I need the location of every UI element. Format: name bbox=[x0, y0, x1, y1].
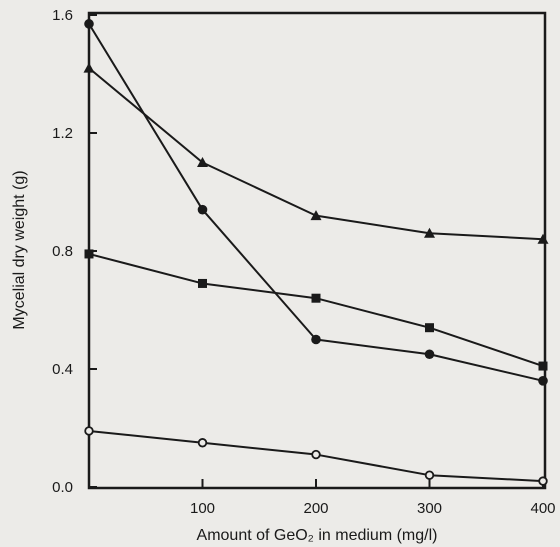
data-point bbox=[310, 210, 322, 221]
series-square bbox=[84, 249, 548, 371]
data-point bbox=[538, 361, 548, 371]
data-point bbox=[537, 233, 549, 244]
y-tick-label: 0.8 bbox=[52, 243, 73, 260]
x-tick-label: 300 bbox=[417, 500, 442, 517]
y-tick-label: 0.4 bbox=[52, 361, 73, 378]
y-tick-label: 1.2 bbox=[52, 125, 73, 142]
data-point bbox=[84, 249, 94, 259]
data-point bbox=[538, 476, 548, 486]
data-point bbox=[538, 376, 548, 386]
data-point bbox=[84, 426, 94, 436]
series-circle-open bbox=[84, 426, 548, 486]
data-point bbox=[424, 349, 435, 360]
x-tick-label: 200 bbox=[303, 500, 328, 517]
series-triangle bbox=[83, 62, 549, 244]
series-line bbox=[88, 23, 544, 382]
data-point bbox=[311, 449, 321, 460]
y-axis-label: Mycelial dry weight (g) bbox=[11, 170, 28, 329]
axis-ticks: 0.0 0.4 0.8 1.2 1.6 100 200 300 400 bbox=[52, 7, 555, 517]
data-point bbox=[198, 278, 207, 288]
y-tick-label: 1.6 bbox=[52, 7, 73, 24]
x-tick-label: 100 bbox=[190, 500, 215, 517]
x-axis-label: Amount of GeO₂ in medium (mg/l) bbox=[197, 527, 438, 544]
data-point bbox=[84, 19, 94, 29]
data-point bbox=[197, 204, 208, 215]
series-line bbox=[88, 252, 544, 367]
plot-frame bbox=[87, 11, 547, 490]
data-point bbox=[83, 62, 95, 73]
data-point bbox=[197, 438, 208, 448]
data-point bbox=[197, 157, 208, 167]
data-point bbox=[424, 470, 435, 480]
data-point bbox=[311, 293, 321, 303]
series-group bbox=[83, 19, 549, 486]
data-point bbox=[425, 323, 434, 333]
y-tick-label: 0.0 bbox=[52, 479, 73, 496]
x-tick-label: 400 bbox=[530, 500, 555, 517]
data-point bbox=[424, 227, 435, 238]
series-circle-filled bbox=[84, 19, 548, 386]
data-point bbox=[311, 334, 321, 345]
